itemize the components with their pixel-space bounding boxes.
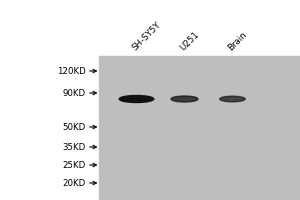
Text: 35KD: 35KD xyxy=(62,142,85,152)
Bar xyxy=(99,56,300,200)
Text: SH-SY5Y: SH-SY5Y xyxy=(130,20,162,52)
Ellipse shape xyxy=(220,96,245,102)
Text: U251: U251 xyxy=(178,29,201,52)
Text: 20KD: 20KD xyxy=(62,178,85,188)
Text: 50KD: 50KD xyxy=(62,122,85,132)
Text: 25KD: 25KD xyxy=(62,160,85,170)
Text: 90KD: 90KD xyxy=(62,88,86,98)
Text: Brain: Brain xyxy=(226,30,248,52)
Ellipse shape xyxy=(119,96,154,102)
Ellipse shape xyxy=(171,96,198,102)
Text: 120KD: 120KD xyxy=(57,66,86,75)
